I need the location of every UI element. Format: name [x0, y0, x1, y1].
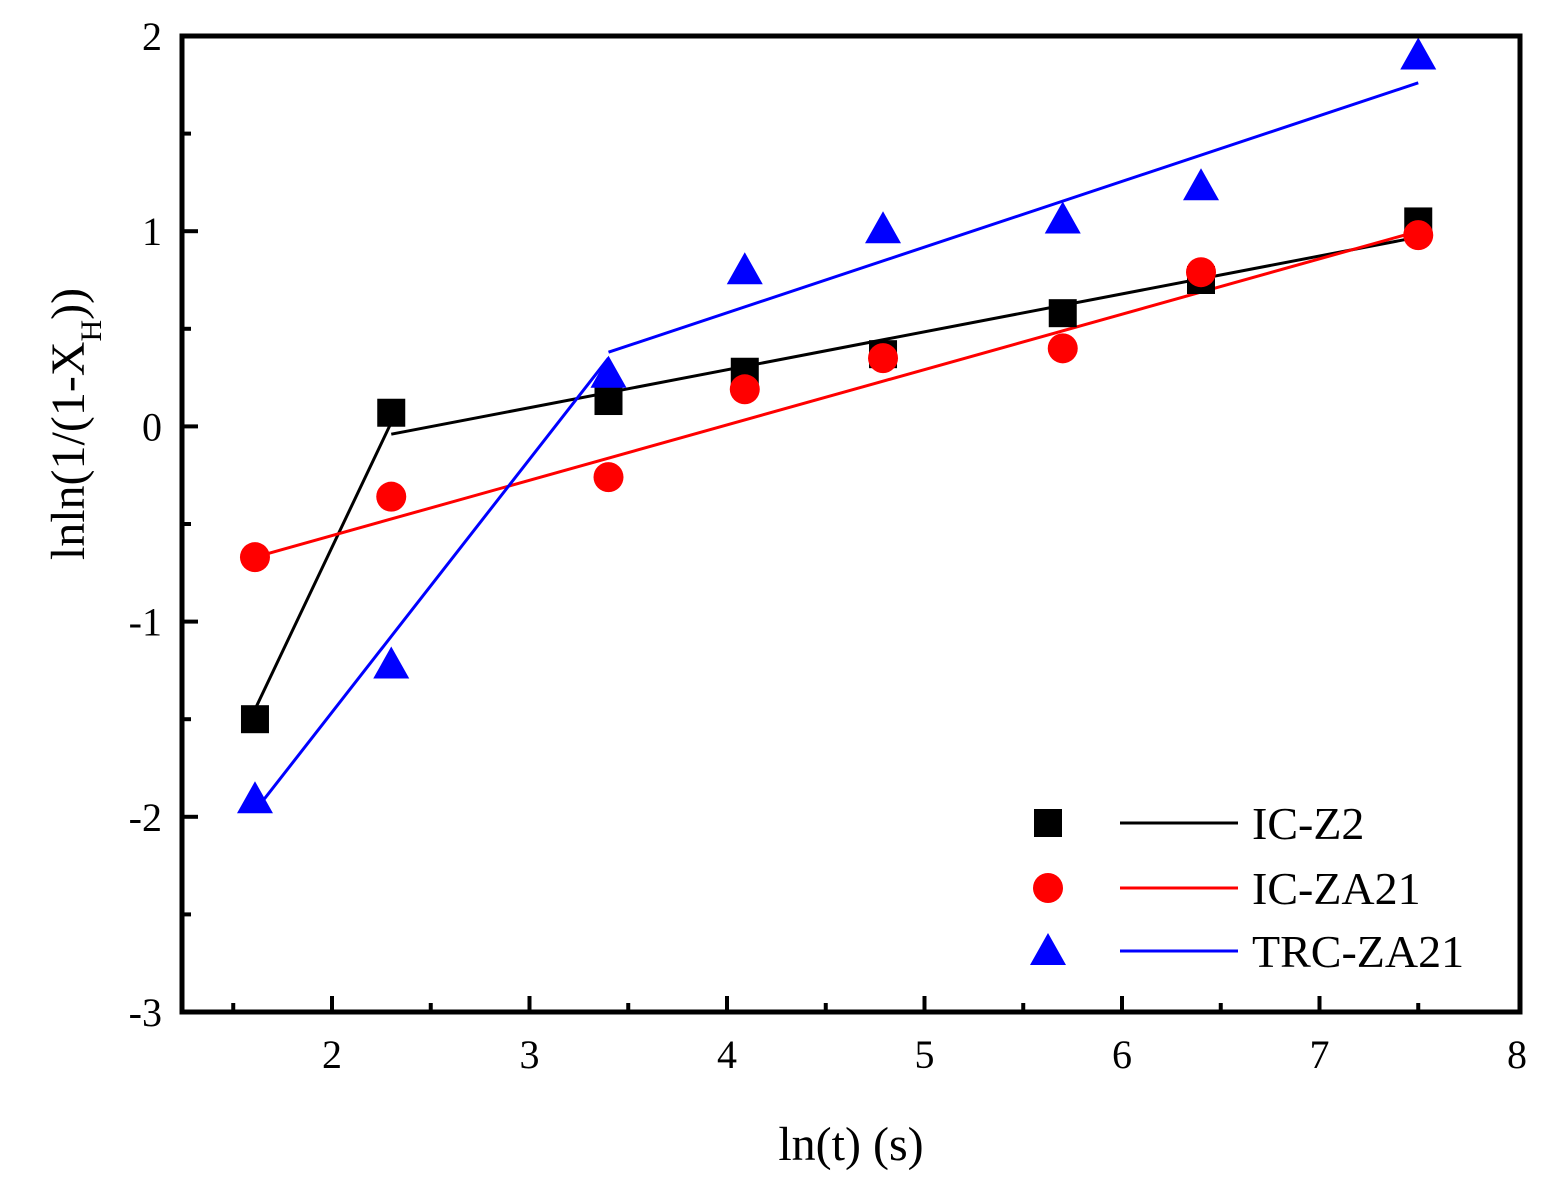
fit-line-ic-z2 [253, 421, 393, 711]
legend-label-ic-z2: IC-Z2 [1252, 798, 1364, 849]
x-tick-label: 3 [520, 1032, 540, 1077]
fit-line-trc-za21 [253, 357, 610, 812]
point-ic-za21 [1403, 220, 1434, 251]
y-tick-labels: -3 -2 -1 0 1 2 [129, 14, 162, 1035]
y-axis-title-subscript: H [75, 320, 108, 342]
plot-background [182, 36, 1520, 1012]
point-ic-za21 [376, 481, 407, 512]
point-ic-za21 [1186, 257, 1216, 288]
x-tick-label: 4 [717, 1032, 737, 1077]
point-ic-za21 [868, 343, 899, 374]
legend-marker-ic-za21 [1033, 873, 1063, 903]
y-tick-label: 1 [142, 209, 162, 254]
x-tick-label: 7 [1310, 1032, 1330, 1077]
legend-marker-trc-za21 [1030, 933, 1066, 965]
point-ic-za21 [1047, 333, 1078, 364]
point-ic-za21 [729, 374, 760, 405]
y-axis-title-main: lnln(1/(1-X [42, 342, 95, 561]
point-ic-z2 [240, 705, 269, 734]
x-tick-labels: 2 3 4 5 6 7 8 [322, 1032, 1527, 1077]
data-markers [236, 37, 1437, 814]
point-ic-z2 [1048, 299, 1077, 328]
x-tick-label: 2 [322, 1032, 342, 1077]
point-trc-za21 [236, 781, 273, 814]
point-trc-za21 [373, 646, 410, 679]
y-tick-label: 0 [142, 404, 162, 449]
fit-line-trc-za21 [608, 81, 1419, 354]
legend-label-ic-za21: IC-ZA21 [1252, 863, 1421, 914]
legend: IC-Z2 IC-ZA21 TRC-ZA21 [1030, 798, 1464, 977]
point-ic-za21 [593, 462, 624, 493]
point-trc-za21 [590, 355, 627, 388]
point-trc-za21 [1183, 168, 1219, 201]
point-ic-z2 [377, 398, 406, 427]
y-tick-label: -3 [129, 990, 162, 1035]
x-axis-title: ln(t) (s) [778, 1118, 923, 1171]
y-tick-label: 2 [142, 14, 162, 59]
y-axis-title: lnln(1/(1-XH)) [42, 288, 108, 560]
y-tick-label: -2 [129, 795, 162, 840]
point-ic-z2 [594, 387, 623, 416]
x-tick-label: 5 [915, 1032, 935, 1077]
plot-frame [179, 33, 1523, 1015]
fit-lines [253, 81, 1419, 812]
y-tick-label: -1 [129, 600, 162, 645]
fit-line-ic-z2 [390, 235, 1419, 436]
point-ic-za21 [239, 542, 270, 573]
x-tick-label: 6 [1112, 1032, 1132, 1077]
point-trc-za21 [865, 211, 902, 244]
y-axis-title-suffix: )) [42, 288, 95, 320]
y-axis-title-group: lnln(1/(1-XH)) [42, 288, 108, 560]
fit-line-ic-za21 [254, 229, 1419, 559]
point-trc-za21 [1044, 201, 1081, 234]
legend-marker-ic-z2 [1034, 809, 1062, 837]
legend-label-trc-za21: TRC-ZA21 [1252, 926, 1464, 977]
x-tick-label: 8 [1507, 1032, 1527, 1077]
point-trc-za21 [726, 252, 763, 285]
point-trc-za21 [1400, 37, 1437, 70]
